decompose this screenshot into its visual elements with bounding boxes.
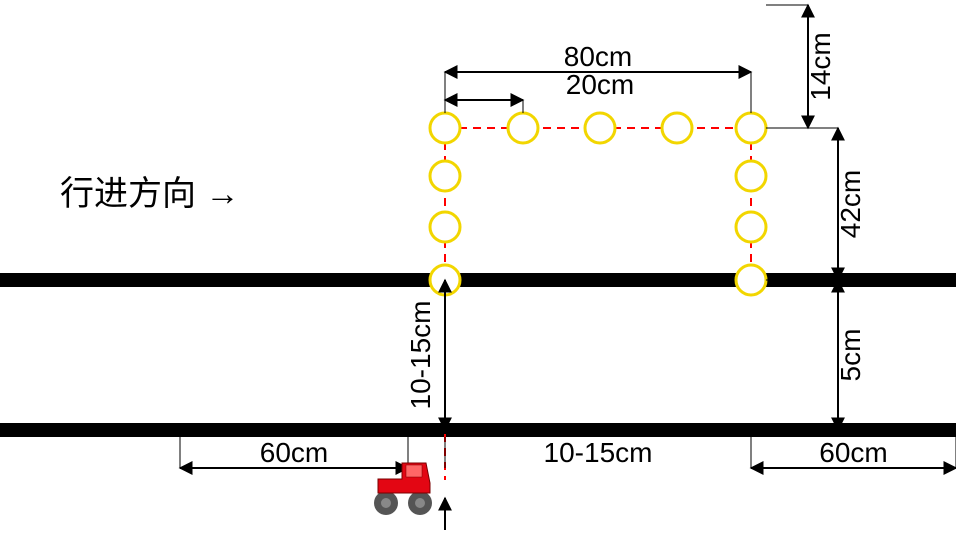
marker-circle <box>736 161 766 191</box>
marker-circle <box>430 212 460 242</box>
marker-circle <box>736 113 766 143</box>
tractor-icon <box>374 463 432 515</box>
circle-markers <box>430 113 766 295</box>
dim-5cm: 5cm <box>835 329 866 382</box>
dim-42cm: 42cm <box>835 170 866 238</box>
marker-circle <box>736 265 766 295</box>
dimensions: 80cm20cm 14cm 42cm 5cm 10-15cm 60cm 10-15cm 60c… <box>180 5 956 530</box>
dim-10-15-vert: 10-15cm <box>405 301 436 410</box>
dim-14cm: 14cm <box>805 32 836 100</box>
marker-circle <box>736 212 766 242</box>
marker-circle <box>585 113 615 143</box>
dim-80cm: 80cm <box>564 41 632 72</box>
dim-20cm: 20cm <box>566 69 634 100</box>
marker-circle <box>430 161 460 191</box>
marker-circle <box>508 113 538 143</box>
marker-circle <box>662 113 692 143</box>
diagram-canvas: 行进方向 → 80cm20cm 14cm 42cm 5cm 10-15cm 60cm 10-… <box>0 0 956 551</box>
dim-60-left: 60cm <box>260 437 328 468</box>
marker-circle <box>430 113 460 143</box>
dim-60-right: 60cm <box>819 437 887 468</box>
direction-label: 行进方向 → <box>60 175 239 213</box>
dim-10-15-h: 10-15cm <box>544 437 653 468</box>
